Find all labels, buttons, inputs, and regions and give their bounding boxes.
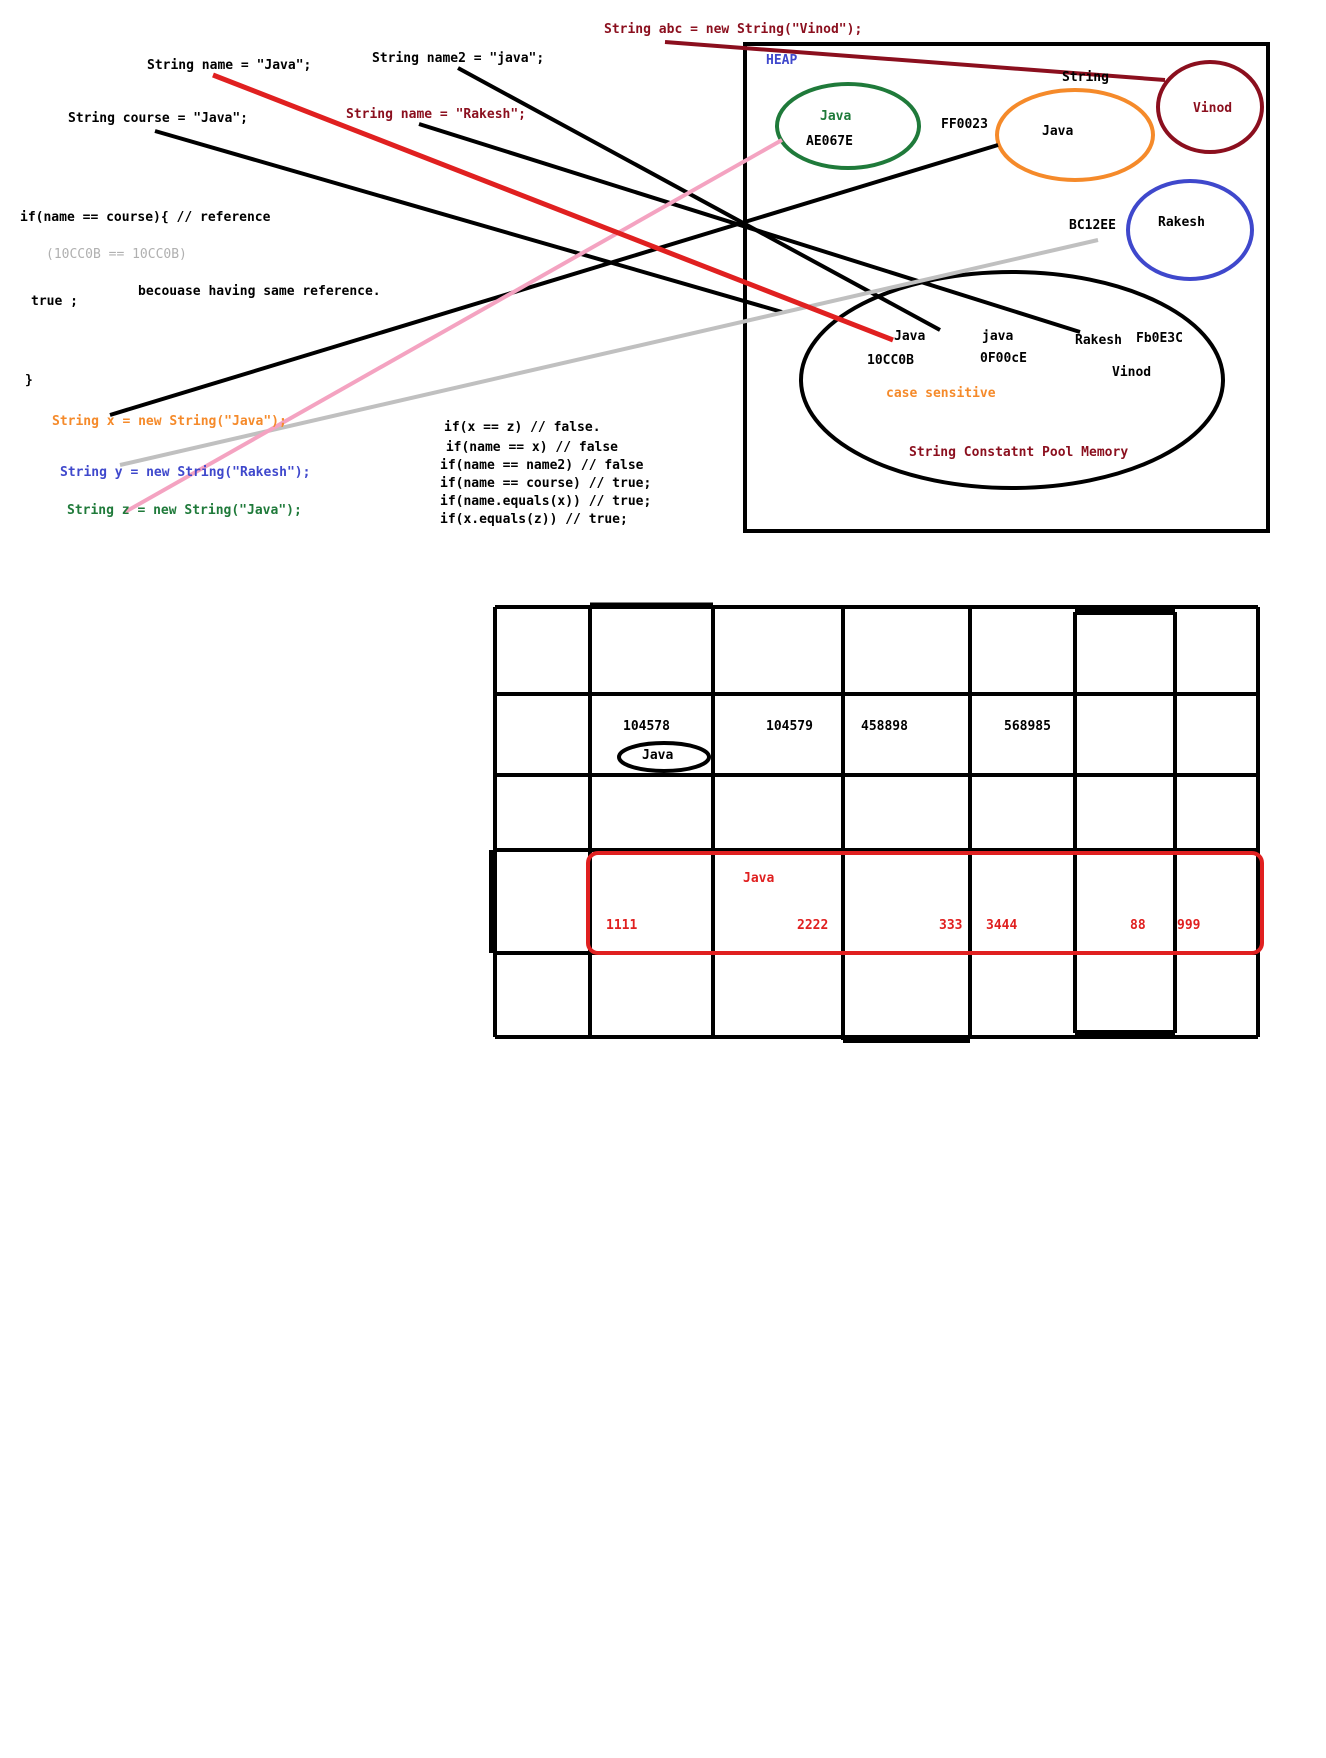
ref-line-x-to-orange-java (109, 143, 999, 417)
course-declaration: String course = "Java"; (68, 111, 249, 126)
memory-grid (489, 602, 1260, 1043)
name2-declaration: String name2 = "java"; (372, 51, 545, 66)
heap-rakesh-ellipse (1126, 179, 1254, 281)
z-declaration: String z = new String("Java"); (67, 503, 302, 518)
pool-java-lower: java (982, 329, 1014, 344)
grid-red-number: 88 (1130, 918, 1146, 933)
closing-brace: } (25, 373, 33, 388)
ref-line-course-to-java (154, 129, 783, 314)
comparison-line: if(x == z) // false. (444, 420, 601, 435)
pool-java-lower-address: 0F00cE (980, 351, 1027, 366)
ref-line-name2-to-java-lower (457, 66, 941, 332)
grid-address: 104578 (623, 719, 670, 734)
pool-case-sensitive-note: case sensitive (886, 386, 996, 401)
because-note: becouase having same reference. (138, 284, 381, 299)
true-statement: true ; (31, 294, 78, 309)
grid-red-number: 2222 (797, 918, 829, 933)
y-declaration: String y = new String("Rakesh"); (60, 465, 311, 480)
heap-java-orange-value: Java (1042, 124, 1074, 139)
grid-circled-java: Java (642, 748, 674, 763)
comparison-line: if(x.equals(z)) // true; (440, 512, 628, 527)
grid-address: 458898 (861, 719, 908, 734)
pool-java-upper: Java (894, 329, 926, 344)
grid-address: 104579 (766, 719, 813, 734)
heap-rakesh-address: BC12EE (1069, 218, 1116, 233)
heap-orange-address: FF0023 (941, 117, 988, 132)
grid-red-number: 333 (939, 918, 963, 933)
name-declaration: String name = "Java"; (147, 58, 312, 73)
heap-java-orange-ellipse (995, 88, 1155, 182)
heap-java-green-value: Java (820, 109, 852, 124)
heap-vinod-value: Vinod (1193, 101, 1233, 116)
grid-java-circle (617, 741, 711, 773)
comparison-line: if(name == course) // true; (440, 476, 652, 491)
heap-title: HEAP (766, 53, 798, 68)
comparison-line: if(name == name2) // false (440, 458, 644, 473)
heap-box (743, 42, 1270, 533)
grid-red-number: 1111 (606, 918, 638, 933)
grid-red-number: 999 (1177, 918, 1201, 933)
pool-title: String Constatnt Pool Memory (909, 445, 1129, 460)
pool-vinod: Vinod (1112, 365, 1152, 380)
pool-rakesh: Rakesh (1075, 333, 1122, 348)
ref-line-y-to-rakesh (119, 238, 1099, 467)
heap-rakesh-value: Rakesh (1158, 215, 1205, 230)
heap-vinod-ellipse (1156, 60, 1264, 154)
x-declaration: String x = new String("Java"); (52, 414, 287, 429)
pool-java-upper-address: 10CC0B (867, 353, 914, 368)
ref-line-rakesh-to-pool (418, 122, 1081, 334)
grid-red-highlight-box (586, 851, 1264, 955)
ref-line-z-to-green-java (124, 138, 783, 514)
heap-java-green-address: AE067E (806, 134, 853, 149)
name-rakesh-declaration: String name = "Rakesh"; (346, 107, 527, 122)
ref-line-name-to-java (212, 72, 894, 343)
grid-red-number: 3444 (986, 918, 1018, 933)
grid-address: 568985 (1004, 719, 1051, 734)
reference-comparison: (10CC0B == 10CC0B) (46, 247, 187, 262)
string-pool-ellipse (799, 270, 1225, 490)
grid-red-java: Java (743, 871, 775, 886)
ref-line-abc-to-vinod (664, 40, 1166, 82)
heap-java-green-ellipse (775, 82, 921, 170)
heap-string-label: String (1062, 70, 1109, 85)
if-statement: if(name == course){ // reference (20, 210, 271, 225)
comparison-line: if(name == x) // false (438, 440, 619, 455)
pool-rakesh-address: Fb0E3C (1136, 331, 1183, 346)
abc-declaration: String abc = new String("Vinod"); (604, 22, 863, 37)
comparison-line: if(name.equals(x)) // true; (440, 494, 652, 509)
